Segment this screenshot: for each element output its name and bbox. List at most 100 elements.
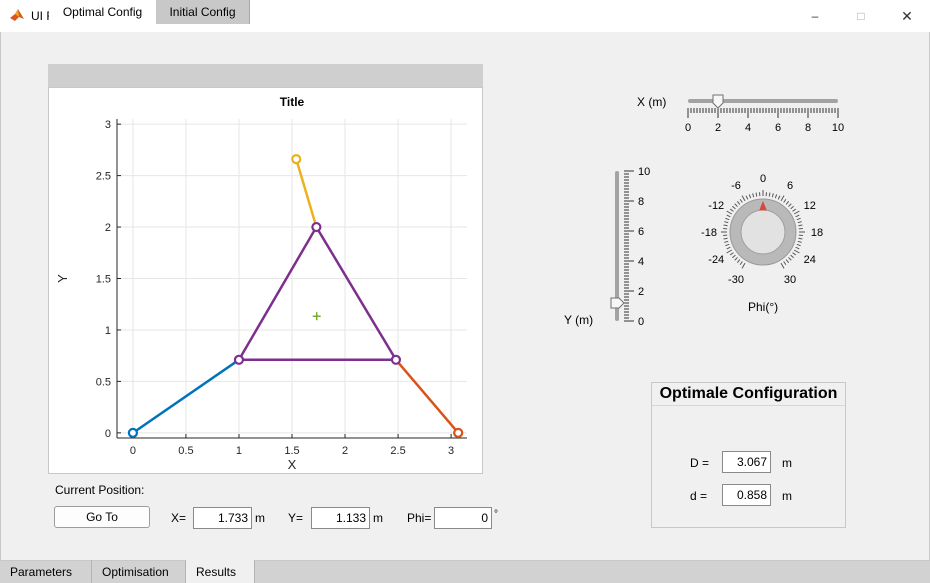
tab-label: Initial Config xyxy=(169,5,236,19)
y-slider[interactable]: 0 2 4 6 8 10 xyxy=(604,160,664,330)
phi-knob-tick xyxy=(752,193,755,198)
x-tick-label: 1.5 xyxy=(284,445,299,457)
phi-knob-tick xyxy=(796,217,801,221)
phi-knob-tick xyxy=(792,208,797,212)
y-axis-label: Y xyxy=(55,274,70,283)
phi-knob-tick xyxy=(785,259,790,263)
d-upper-unit: m xyxy=(782,456,792,470)
joint-marker xyxy=(291,154,302,165)
maximize-button[interactable]: □ xyxy=(838,0,884,32)
phi-knob-tick xyxy=(788,257,792,261)
phi-knob-tick xyxy=(732,205,736,210)
minimize-button[interactable]: – xyxy=(792,0,838,32)
phi-knob-tick-label: -12 xyxy=(708,200,724,212)
y-position-field[interactable]: 1.133 xyxy=(311,507,370,529)
phi-knob-tick xyxy=(734,257,738,261)
d-lower-label: d = xyxy=(690,489,708,503)
phi-knob-tick xyxy=(798,237,803,240)
phi-knob-tick xyxy=(771,193,774,198)
phi-knob-tick xyxy=(723,237,728,240)
phi-knob-tick-label: -6 xyxy=(731,180,741,192)
phi-knob-tick-label: 12 xyxy=(804,200,816,212)
minimize-icon: – xyxy=(811,9,819,23)
tab-label: Optimisation xyxy=(102,564,169,579)
phi-knob-tick xyxy=(788,203,792,207)
phi-knob-tick xyxy=(729,208,734,212)
phi-knob-tick xyxy=(785,201,790,205)
tab-parameters[interactable]: Parameters xyxy=(0,560,92,583)
phi-knob-tick xyxy=(732,254,736,259)
phi-knob-tick-label: 24 xyxy=(804,254,816,266)
phi-knob-tick xyxy=(741,195,746,202)
x-unit-label: m xyxy=(255,511,265,525)
tab-label: Parameters xyxy=(10,564,73,579)
axes-tab-strip xyxy=(48,64,483,88)
phi-knob-tick xyxy=(783,261,787,266)
phi-knob-tick xyxy=(798,224,803,227)
phi-knob-tick xyxy=(790,205,794,210)
tab-initial-config[interactable]: Initial Config xyxy=(156,0,250,24)
tab-results[interactable]: Results xyxy=(186,560,255,583)
phi-knob-tick xyxy=(725,243,730,247)
y-slider-tick-label: 10 xyxy=(638,166,650,178)
phi-knob-tick xyxy=(748,194,752,199)
d-upper-field[interactable]: 3.067 xyxy=(722,451,771,473)
x-slider-tick-label: 6 xyxy=(775,122,781,134)
center-marker xyxy=(312,312,321,321)
phi-knob-tick xyxy=(739,261,743,266)
close-icon: ✕ xyxy=(901,7,913,24)
chart-title: Title xyxy=(280,95,305,109)
y-slider-tick-label: 2 xyxy=(638,286,644,298)
y-tick-label: 1.5 xyxy=(96,274,111,286)
y-slider-tick-label: 6 xyxy=(638,226,644,238)
phi-position-field[interactable]: 0 xyxy=(434,507,492,529)
current-position-label: Current Position: xyxy=(55,483,145,497)
optimal-config-title: Optimale Configuration xyxy=(651,382,846,406)
maximize-icon: □ xyxy=(857,9,865,23)
y-tick-label: 0 xyxy=(105,428,111,440)
y-unit-label: m xyxy=(373,511,383,525)
x-position-field[interactable]: 1.733 xyxy=(193,507,252,529)
tab-optimal-config[interactable]: Optimal Config xyxy=(49,0,156,24)
y-tick-label: 1 xyxy=(105,325,111,337)
go-to-button[interactable]: Go To xyxy=(54,506,150,528)
phi-knob-label: Phi(°) xyxy=(748,300,779,314)
joint-marker xyxy=(127,427,139,438)
y-field-label: Y= xyxy=(288,511,304,525)
y-slider-thumb xyxy=(610,297,625,309)
d-lower-field[interactable]: 0.858 xyxy=(722,484,771,506)
plot-axes[interactable]: 0 0.5 1 1.5 2 2.5 3 0 0.5 1 1.5 2 2.5 3 Title X Y xyxy=(49,89,482,473)
phi-knob-tick xyxy=(783,198,787,203)
y-tick-label: 3 xyxy=(105,119,111,131)
d-lower-unit: m xyxy=(782,489,792,503)
y-slider-tick-label: 0 xyxy=(638,316,644,328)
y-slider-tick-label: 8 xyxy=(638,196,644,208)
phi-knob-tick xyxy=(793,210,800,215)
x-slider-tick-label: 8 xyxy=(805,122,811,134)
y-tick-label: 0.5 xyxy=(96,376,111,388)
x-tick-label: 0.5 xyxy=(178,445,193,457)
y-slider-tick-label: 4 xyxy=(638,256,644,268)
x-slider-tick-label: 0 xyxy=(685,122,691,134)
x-tick-label: 1 xyxy=(236,445,242,457)
close-button[interactable]: ✕ xyxy=(884,0,930,32)
tab-label: Results xyxy=(196,564,237,579)
phi-knob-tick-label: 18 xyxy=(811,227,823,239)
y-tick-label: 2 xyxy=(105,222,111,234)
phi-knob-tick xyxy=(724,221,729,224)
phi-knob[interactable]: -30 -24 -18 -12 -6 0 6 12 18 24 30 xyxy=(690,172,840,292)
phi-knob-tick xyxy=(723,224,728,227)
phi-knob-tick-label: -18 xyxy=(701,227,717,239)
x-tick-label: 3 xyxy=(448,445,454,457)
phi-field-label: Phi= xyxy=(407,511,432,525)
series-line xyxy=(132,358,240,434)
phi-knob-tick xyxy=(780,262,785,269)
matlab-icon xyxy=(10,9,24,21)
x-axis-label: X xyxy=(288,457,297,472)
phi-knob-tick xyxy=(736,259,741,263)
x-slider-tick-label: 2 xyxy=(715,122,721,134)
x-slider[interactable]: 0 2 4 6 8 10 xyxy=(678,92,850,136)
d-upper-label: D = xyxy=(690,456,710,470)
joint-marker xyxy=(453,427,464,438)
tab-optimisation[interactable]: Optimisation xyxy=(92,560,186,583)
